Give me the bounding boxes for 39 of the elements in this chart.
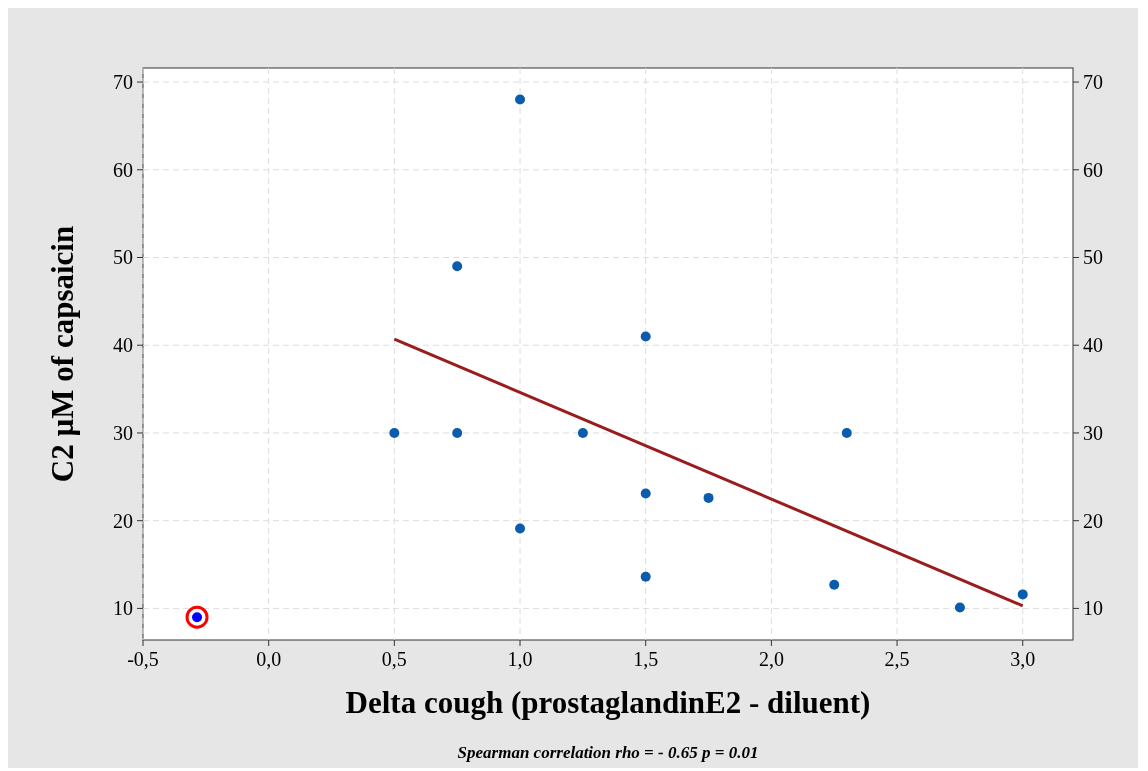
point [515,523,526,534]
y-axis-title: C2 µM of capsaicin [45,225,80,483]
point [1017,589,1028,600]
point [452,427,463,438]
x-tick-label: 1,0 [507,648,533,670]
y2-tick-label: 40 [1083,334,1103,357]
y2-tick-label: 70 [1083,71,1103,94]
x-tick-label: 3,0 [1010,648,1036,670]
point [640,488,651,499]
x-tick-label: 1,5 [633,648,659,670]
y-tick-label: 70 [113,71,133,94]
point [577,427,588,438]
x-tick-label: -0,5 [127,648,159,670]
y2-tick-label: 60 [1083,158,1103,181]
y2-tick-label: 50 [1083,246,1103,269]
y-tick-label: 30 [113,421,133,444]
point [640,571,651,582]
point [640,331,651,342]
x-tick-label: 0,0 [256,648,282,670]
point [829,579,840,590]
y-tick-label: 40 [113,334,133,357]
point [515,94,526,105]
y2-tick-label: 20 [1083,509,1103,532]
point [841,427,852,438]
y-tick-label: 10 [113,597,133,620]
y-tick-label: 60 [113,158,133,181]
x-axis-title: Delta cough (prostaglandinE2 - diluent) [345,685,871,720]
x-tick-label: 2,5 [884,648,910,670]
point [452,261,463,272]
text: Spearman correlation rho = - 0.65 p = 0.01 [457,743,759,762]
y-tick-label: 50 [113,246,133,269]
point [389,427,400,438]
x-tick-label: 2,0 [758,648,784,670]
y2-tick-label: 10 [1083,597,1103,620]
point [703,492,714,503]
x-tick-label: 0,5 [381,648,407,670]
point [954,602,965,613]
y2-tick-label: 30 [1083,421,1103,444]
y-tick-label: 20 [113,509,133,532]
